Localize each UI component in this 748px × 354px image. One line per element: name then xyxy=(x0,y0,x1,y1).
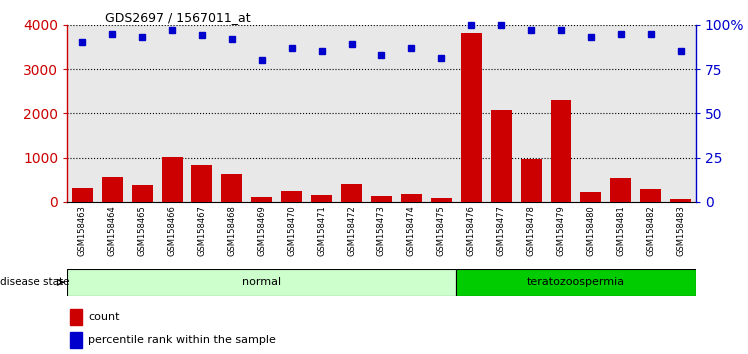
Text: GSM158472: GSM158472 xyxy=(347,205,356,256)
Text: GSM158483: GSM158483 xyxy=(676,205,685,256)
Text: GSM158470: GSM158470 xyxy=(287,205,296,256)
Bar xyxy=(191,165,212,202)
Text: GSM158473: GSM158473 xyxy=(377,205,386,256)
Bar xyxy=(70,309,82,325)
Bar xyxy=(311,195,332,202)
Text: GSM158479: GSM158479 xyxy=(557,205,565,256)
Text: GSM158481: GSM158481 xyxy=(616,205,625,256)
Text: disease state: disease state xyxy=(0,277,70,287)
Bar xyxy=(102,177,123,202)
Text: GSM158463: GSM158463 xyxy=(78,205,87,256)
Text: percentile rank within the sample: percentile rank within the sample xyxy=(88,335,276,346)
Bar xyxy=(281,191,302,202)
Bar xyxy=(610,178,631,202)
Bar xyxy=(341,184,362,202)
Text: GSM158480: GSM158480 xyxy=(586,205,595,256)
Bar xyxy=(640,189,661,202)
Bar xyxy=(491,110,512,202)
Text: GSM158482: GSM158482 xyxy=(646,205,655,256)
Bar xyxy=(431,198,452,202)
Bar xyxy=(221,174,242,202)
Bar xyxy=(580,192,601,202)
Bar xyxy=(72,188,93,202)
Text: GDS2697 / 1567011_at: GDS2697 / 1567011_at xyxy=(105,11,251,24)
Text: normal: normal xyxy=(242,277,281,287)
Text: GSM158478: GSM158478 xyxy=(527,205,536,256)
Text: GSM158474: GSM158474 xyxy=(407,205,416,256)
Bar xyxy=(521,159,542,202)
Bar xyxy=(371,196,392,202)
Bar xyxy=(401,194,422,202)
Bar xyxy=(70,332,82,348)
Bar xyxy=(251,198,272,202)
Text: GSM158468: GSM158468 xyxy=(227,205,236,256)
Text: GSM158471: GSM158471 xyxy=(317,205,326,256)
Text: GSM158469: GSM158469 xyxy=(257,205,266,256)
Bar xyxy=(456,269,696,296)
Text: GSM158464: GSM158464 xyxy=(108,205,117,256)
Bar xyxy=(551,101,571,202)
Text: GSM158467: GSM158467 xyxy=(197,205,206,256)
Bar xyxy=(132,185,153,202)
Bar xyxy=(670,199,691,202)
Text: GSM158477: GSM158477 xyxy=(497,205,506,256)
Text: GSM158476: GSM158476 xyxy=(467,205,476,256)
Bar xyxy=(461,33,482,202)
Text: count: count xyxy=(88,312,120,322)
Bar xyxy=(67,269,456,296)
Text: teratozoospermia: teratozoospermia xyxy=(527,277,625,287)
Text: GSM158465: GSM158465 xyxy=(138,205,147,256)
Text: GSM158475: GSM158475 xyxy=(437,205,446,256)
Bar xyxy=(162,156,183,202)
Text: GSM158466: GSM158466 xyxy=(168,205,177,256)
